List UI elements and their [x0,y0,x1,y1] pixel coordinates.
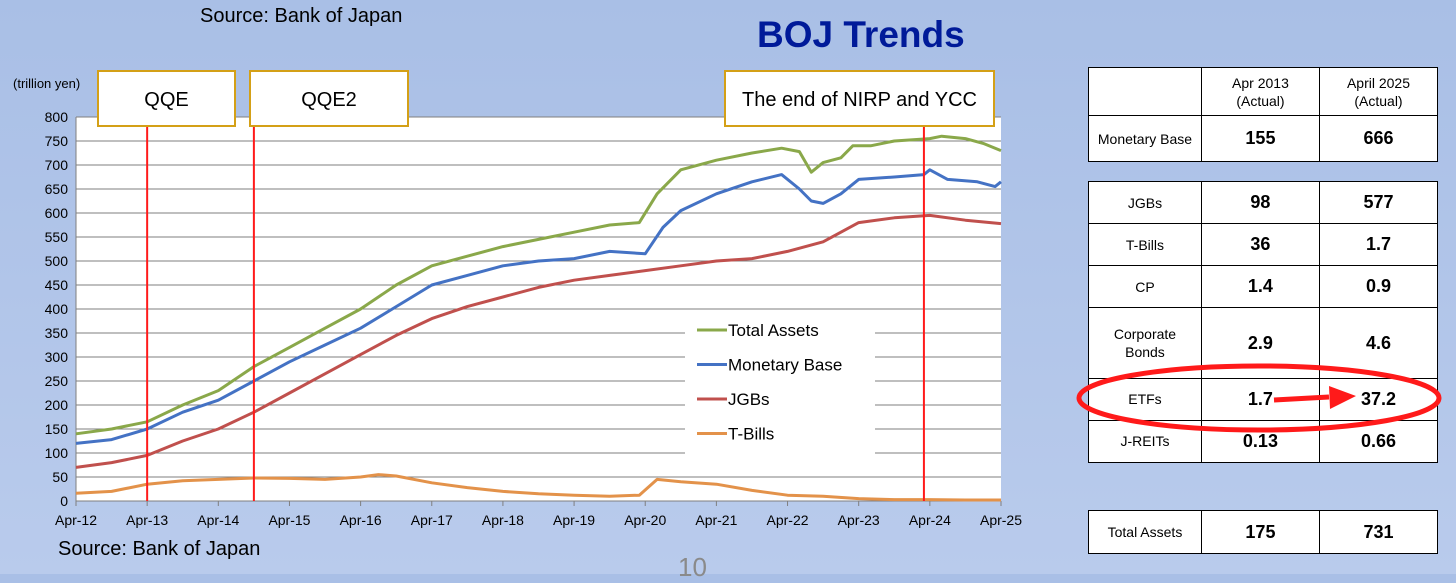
row-label-jgbs: JGBs [1088,180,1202,225]
page-title: BOJ Trends [757,14,965,55]
annotation-box-0 [97,70,236,127]
y-tick-label: 650 [45,181,69,197]
y-tick-label: 200 [45,397,69,413]
etf-arrow-line [1273,394,1330,403]
cp-apr2013: 1.4 [1200,265,1320,309]
etf-highlight-ellipse [1076,363,1442,433]
x-tick-label: Apr-21 [695,512,737,528]
legend-label-1: Monetary Base [728,356,842,375]
x-tick-label: Apr-20 [624,512,666,528]
x-tick-label: Apr-24 [909,512,951,528]
y-tick-label: 700 [45,157,69,173]
y-tick-label: 350 [45,325,69,341]
jgbs-apr2013: 98 [1200,180,1320,225]
series-line-3 [75,473,1001,502]
y-tick-label: 150 [45,421,69,437]
jgbs-apr2025: 577 [1318,180,1439,225]
monetary-base-apr2025: 666 [1318,115,1439,162]
etf-highlight [1076,363,1442,433]
total-assets-apr2025: 731 [1318,510,1439,554]
monetary-base-table: Apr 2013 (Actual) April 2025 (Actual) Mo… [1088,67,1439,162]
assets-table: JGBs 98 577 T-Bills 36 1.7 CP 1.4 0.9 Co… [1088,180,1439,464]
x-tick-label: Apr-23 [838,512,880,528]
col-header-apr2025: April 2025 (Actual) [1318,67,1439,116]
cp-apr2025: 0.9 [1318,265,1439,309]
y-tick-label: 0 [60,493,68,509]
row-label-monetary-base: Monetary Base [1088,115,1202,162]
table-corner [1088,67,1202,116]
series-line-2 [75,213,1002,469]
y-tick-label: 250 [45,373,69,389]
source-top: Source: Bank of Japan [200,5,403,27]
source-bottom: Source: Bank of Japan [58,538,261,560]
y-tick-label: 450 [45,277,69,293]
y-tick-label: 800 [45,109,69,125]
y-axis-unit: (trillion yen) [13,76,81,91]
col-header-apr2013: Apr 2013 (Actual) [1200,67,1320,116]
legend-label-3: T-Bills [728,425,774,444]
x-tick-label: Apr-15 [268,512,310,528]
x-tick-label: Apr-17 [411,512,453,528]
annotation-label-2: The end of NIRP and YCC [742,89,977,111]
tbills-apr2025: 1.7 [1318,223,1439,267]
y-tick-label: 750 [45,133,69,149]
row-label-tbills: T-Bills [1088,223,1202,267]
x-tick-label: Apr-18 [482,512,524,528]
series-line-1 [75,168,1002,445]
y-tick-label: 500 [45,253,69,269]
annotation-label-0: QQE [144,89,188,111]
legend-label-2: JGBs [728,390,770,409]
x-tick-label: Apr-12 [55,512,97,528]
y-tick-label: 400 [45,301,69,317]
y-tick-label: 550 [45,229,69,245]
monetary-base-apr2013: 155 [1200,115,1320,162]
annotation-box-2 [724,70,995,127]
x-tick-label: Apr-13 [126,512,168,528]
total-assets-apr2013: 175 [1200,510,1320,554]
tbills-apr2013: 36 [1200,223,1320,267]
total-assets-table: Total Assets 175 731 [1088,510,1439,554]
row-label-etfs: ETFs [1088,377,1202,421]
annotation-label-1: QQE2 [301,89,357,111]
y-tick-label: 300 [45,349,69,365]
annotation-box-1 [249,70,409,127]
x-tick-label: Apr-16 [340,512,382,528]
x-tick-label: Apr-22 [767,512,809,528]
y-tick-label: 600 [45,205,69,221]
y-tick-label: 50 [52,469,68,485]
x-tick-label: Apr-19 [553,512,595,528]
etf-arrow-head [1329,386,1356,409]
series-line-0 [75,134,1002,436]
x-tick-label: Apr-14 [197,512,239,528]
y-tick-label: 100 [45,445,69,461]
row-label-cp: CP [1088,265,1202,309]
legend-label-0: Total Assets [728,321,819,340]
x-tick-label: Apr-25 [980,512,1022,528]
row-label-total-assets: Total Assets [1088,510,1202,554]
